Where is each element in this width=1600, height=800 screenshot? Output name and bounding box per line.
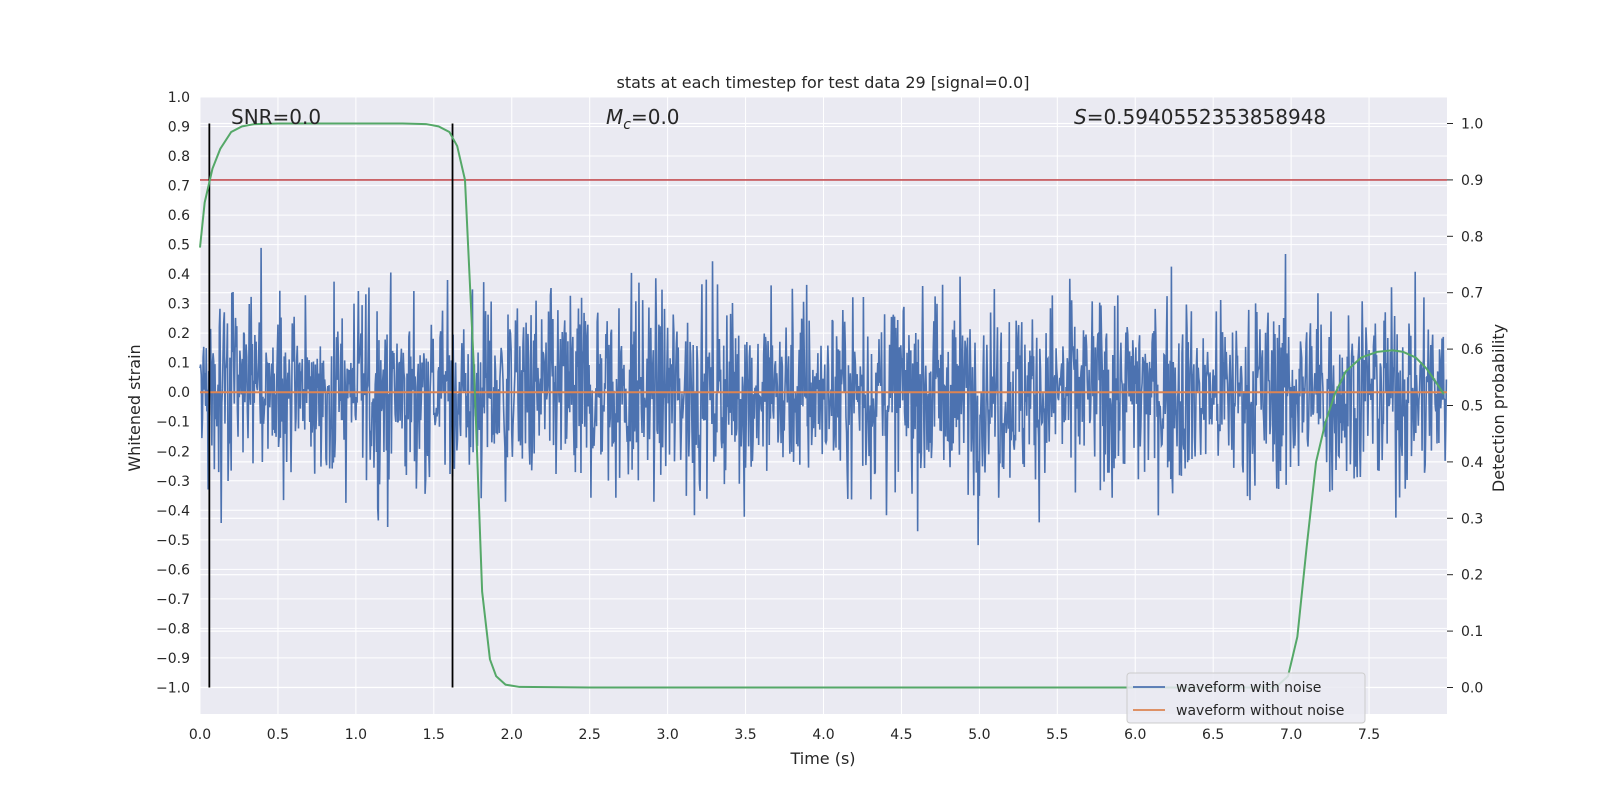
y-axis-label-right: Detection probability [1489,324,1508,492]
y-tick-label-right: 0.9 [1461,173,1483,189]
x-tick-label: 3.5 [734,727,756,743]
mc-symbol: M [606,105,623,129]
legend: waveform with noise waveform without noi… [1126,672,1366,724]
x-tick-label: 7.0 [1280,727,1302,743]
mc-subscript: c [623,117,631,133]
x-tick-label: 7.5 [1358,727,1380,743]
x-tick-label: 4.5 [890,727,912,743]
y-tick-label-left: 0.0 [168,385,190,401]
y-tick-label-left: −0.5 [156,533,190,549]
y-tick-label-right: 0.1 [1461,624,1483,640]
y-tick-label-right: 0.8 [1461,229,1483,245]
ticks-layer: 1.0 0.9 0.8 0.7 0.6 0.5 0.4 0.3 0.2 0.1 0.0 −0.1 −0.… [156,90,1483,743]
y-tick-label-left: 0.8 [168,149,190,165]
legend-box [1126,672,1366,724]
y-tick-label-left: 0.5 [168,238,190,254]
y-tick-label-right: 0.3 [1461,511,1483,527]
y-tick-label-right: 0.0 [1461,680,1483,696]
y-tick-label-right: 0.4 [1461,455,1483,471]
y-tick-label-left: 0.2 [168,326,190,342]
snr-annotation: SNR=0.0 [231,105,321,129]
y-tick-label-left: −0.2 [156,444,190,460]
x-tick-label: 1.5 [423,727,445,743]
x-tick-label: 0.5 [267,727,289,743]
y-tick-label-left: −0.4 [156,503,190,519]
y-tick-label-left: −0.9 [156,651,190,667]
y-tick-label-right: 0.6 [1461,342,1483,358]
s-value: =0.5940552353858948 [1087,105,1326,129]
x-axis-label: Time (s) [789,749,855,768]
chart-title: stats at each timestep for test data 29 … [617,73,1030,92]
y-tick-label-right: 0.5 [1461,399,1483,415]
lines-layer [199,122,1447,689]
series-detection-probability [199,122,1445,689]
y-tick-label-left: 0.7 [168,179,190,195]
x-tick-label: 3.0 [656,727,678,743]
x-tick-label: 5.5 [1046,727,1068,743]
noise-layer [199,247,1448,546]
mc-annotation: Mc=0.0 [606,105,680,133]
y-tick-label-left: 1.0 [168,90,190,106]
series-waveform-with-noise [199,247,1448,546]
s-symbol: S [1074,105,1087,129]
y-axis-label-left: Whitened strain [125,344,144,471]
y-tick-label-left: 0.9 [168,120,190,136]
y-tick-label-left: 0.4 [168,267,190,283]
y-tick-label-left: 0.1 [168,356,190,372]
y-tick-label-right: 0.2 [1461,568,1483,584]
x-tick-label: 5.0 [968,727,990,743]
y-tick-label-left: 0.6 [168,208,190,224]
legend-label-noise: waveform with noise [1176,680,1321,696]
y-tick-label-left: −0.7 [156,592,190,608]
x-tick-label: 2.5 [579,727,601,743]
mc-value: =0.0 [631,105,680,129]
x-tick-label: 4.0 [812,727,834,743]
y-tick-label-right: 1.0 [1461,117,1483,133]
s-annotation: S=0.5940552353858948 [1074,105,1326,129]
y-tick-label-right: 0.7 [1461,286,1483,302]
y-tick-label-left: −0.3 [156,474,190,490]
x-tick-label: 6.5 [1202,727,1224,743]
y-tick-label-left: −0.6 [156,562,190,578]
y-tick-label-left: −0.1 [156,415,190,431]
x-tick-label: 0.0 [189,727,211,743]
x-tick-label: 1.0 [345,727,367,743]
x-tick-label: 2.0 [501,727,523,743]
y-tick-label-left: −1.0 [156,680,190,696]
legend-label-clean: waveform without noise [1176,703,1344,719]
y-tick-label-left: −0.8 [156,621,190,637]
y-tick-label-left: 0.3 [168,297,190,313]
x-tick-label: 6.0 [1124,727,1146,743]
